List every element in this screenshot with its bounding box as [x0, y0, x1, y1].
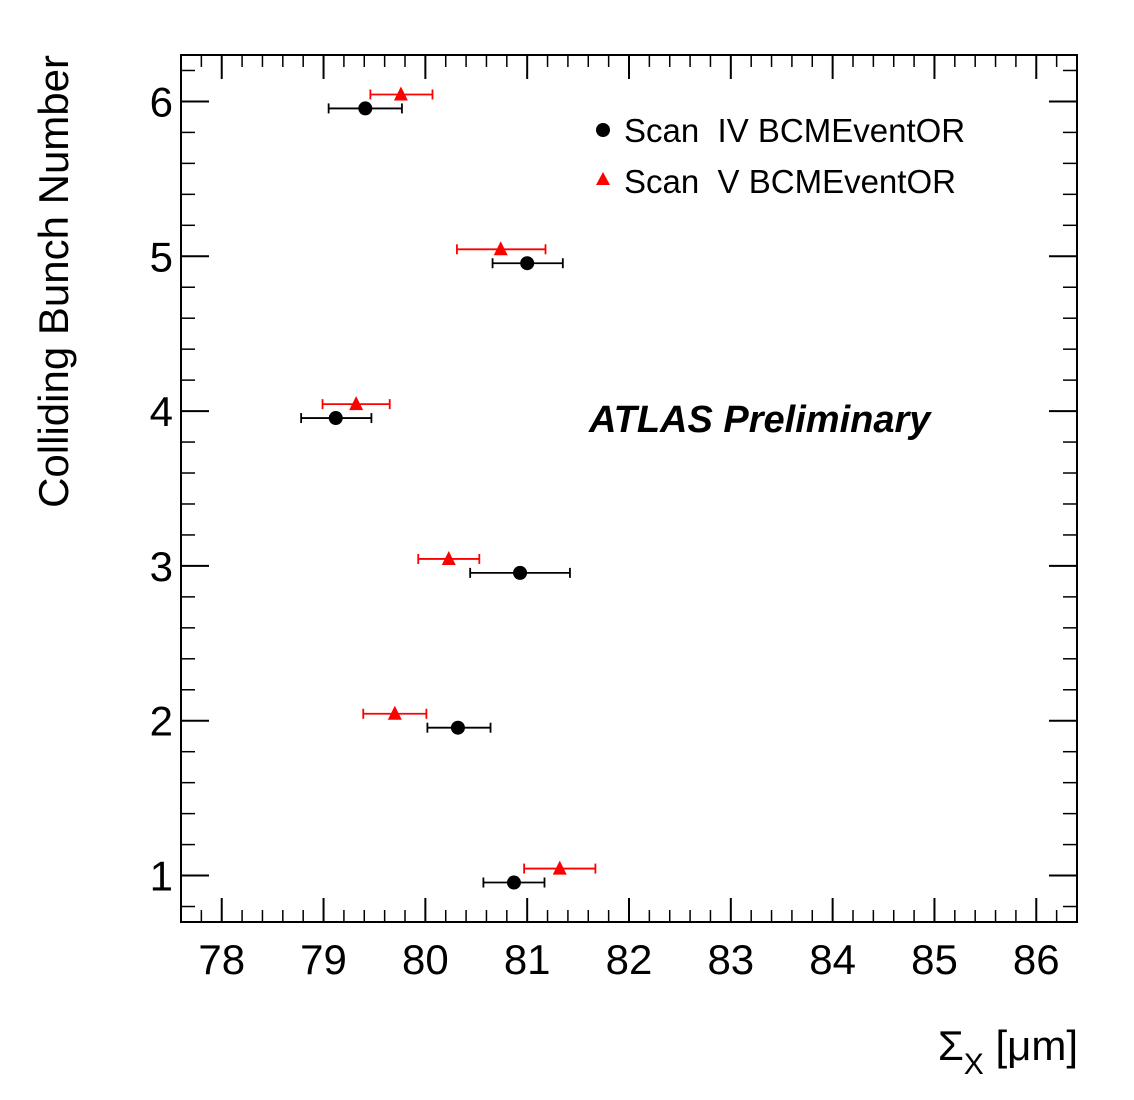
scan-iv-point: [513, 565, 528, 580]
scan-iv-point: [328, 411, 343, 426]
legend-marker-scan-v: [596, 172, 610, 185]
x-tick-label: 79: [300, 936, 347, 983]
x-axis-unit: [μm]: [995, 1022, 1078, 1069]
data-points: [300, 86, 597, 890]
x-tick-label: 85: [911, 936, 958, 983]
x-tick-label: 82: [606, 936, 653, 983]
scan-v-point: [393, 86, 408, 101]
x-tick-label: 83: [707, 936, 754, 983]
scan-v-point: [387, 705, 402, 720]
legend-marker-scan-iv: [596, 123, 610, 137]
plot-frame: [180, 54, 1078, 923]
legend-label-scan-v: Scan V BCMEventOR: [624, 163, 956, 200]
x-axis-unit-spacer: [984, 1022, 996, 1069]
scan-iv-point: [520, 256, 535, 271]
legend: Scan IV BCMEventOR Scan V BCMEventOR: [596, 112, 965, 200]
y-tick-label: 5: [150, 233, 173, 280]
x-axis-symbol: Σ: [938, 1022, 964, 1069]
y-tick-label: 3: [150, 543, 173, 590]
y-tick-labels: 1 2 3 4 5 6: [150, 78, 173, 899]
x-tick-label: 81: [504, 936, 551, 983]
y-axis-title: Colliding Bunch Number: [30, 55, 77, 508]
scan-iv-point: [450, 720, 465, 735]
scan-iv-point: [506, 875, 521, 890]
scan-v-point: [349, 396, 364, 411]
x-tick-label: 80: [402, 936, 449, 983]
y-tick-label: 6: [150, 78, 173, 125]
y-tick-label: 4: [150, 388, 173, 435]
x-axis-title: ΣX [μm]: [938, 1022, 1078, 1081]
scan-iv-point: [358, 101, 373, 116]
legend-label-scan-iv: Scan IV BCMEventOR: [624, 112, 965, 149]
major-ticks: [181, 55, 1077, 922]
y-tick-label: 2: [150, 698, 173, 745]
x-tick-label: 78: [198, 936, 245, 983]
atlas-preliminary-label: ATLAS Preliminary: [588, 399, 932, 441]
x-tick-label: 86: [1013, 936, 1060, 983]
x-axis-subscript: X: [964, 1048, 984, 1081]
x-tick-labels: 78 79 80 81 82 83 84 85 86: [198, 936, 1059, 983]
scan-v-point: [493, 241, 508, 256]
scan-v-point: [441, 550, 456, 565]
scan-v-point: [552, 860, 567, 875]
y-tick-label: 1: [150, 853, 173, 900]
x-tick-label: 84: [809, 936, 856, 983]
